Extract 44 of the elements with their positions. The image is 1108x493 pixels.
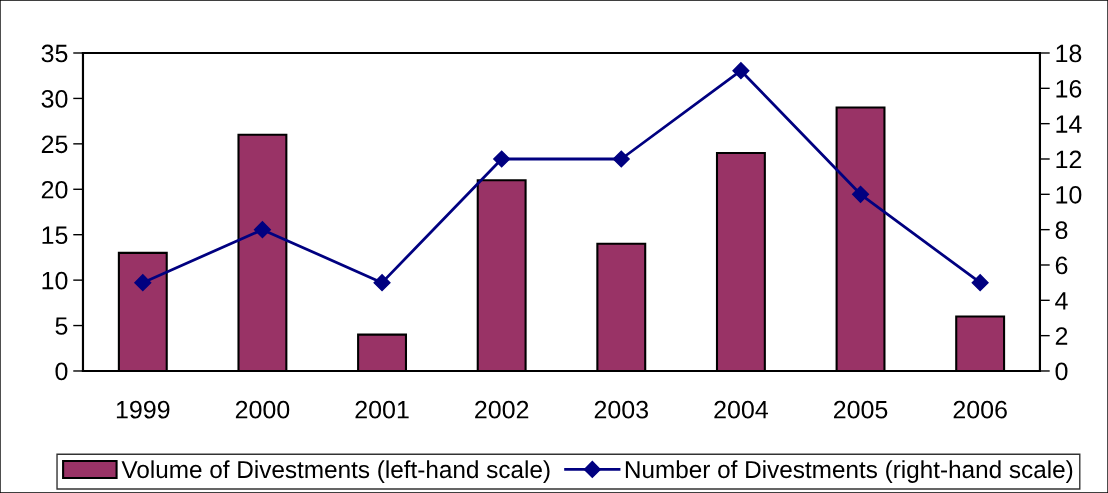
y2-tick-label: 12 <box>1056 150 1082 169</box>
y2-tick-label: 18 <box>1056 44 1082 63</box>
y-tick-label: 25 <box>41 135 68 154</box>
point <box>134 274 152 292</box>
point <box>971 274 989 292</box>
y2-tick-label: 4 <box>1055 292 1068 310</box>
y2-tick-label: 14 <box>1056 115 1082 133</box>
x-tick-label: 2000 <box>235 400 290 419</box>
bar <box>835 106 886 371</box>
bar <box>955 315 1006 371</box>
y-tick-label: 20 <box>41 180 68 199</box>
y2-tick-label: 10 <box>1056 185 1082 204</box>
bar <box>117 251 168 371</box>
y2-tick-label: 6 <box>1055 256 1068 275</box>
point <box>732 62 750 80</box>
legend-label: Volume of Divestments (left-hand scale) <box>121 460 550 483</box>
point <box>253 221 271 239</box>
y-tick-label: 5 <box>55 317 68 335</box>
bar <box>237 133 288 371</box>
x-tick-label: 2003 <box>594 400 648 419</box>
bar <box>715 151 766 371</box>
y2-tick-label: 0 <box>1055 362 1068 381</box>
y2-tick-label: 2 <box>1055 327 1068 345</box>
y-tick-label: 35 <box>41 44 68 63</box>
x-tick-label: 2006 <box>953 400 1007 419</box>
y-tick-label: 10 <box>42 271 68 290</box>
bar <box>596 242 647 371</box>
point <box>493 150 511 168</box>
bar <box>357 333 408 371</box>
x-tick-label: 2002 <box>475 400 529 419</box>
bar <box>476 179 527 371</box>
point <box>612 150 630 168</box>
x-tick-label: 1999 <box>116 400 170 419</box>
point <box>373 274 391 292</box>
y2-tick-label: 8 <box>1055 221 1068 239</box>
legend-label: Number of Divestments (right-hand scale) <box>625 460 1073 483</box>
x-tick-label: 2005 <box>833 400 888 419</box>
y-tick-label: 30 <box>41 90 68 108</box>
y-tick-label: 0 <box>55 362 68 381</box>
x-tick-label: 2001 <box>355 400 409 419</box>
point <box>851 185 870 203</box>
x-tick-label: 2004 <box>714 400 768 419</box>
y2-tick-label: 16 <box>1056 79 1082 98</box>
y-tick-label: 15 <box>42 226 68 245</box>
